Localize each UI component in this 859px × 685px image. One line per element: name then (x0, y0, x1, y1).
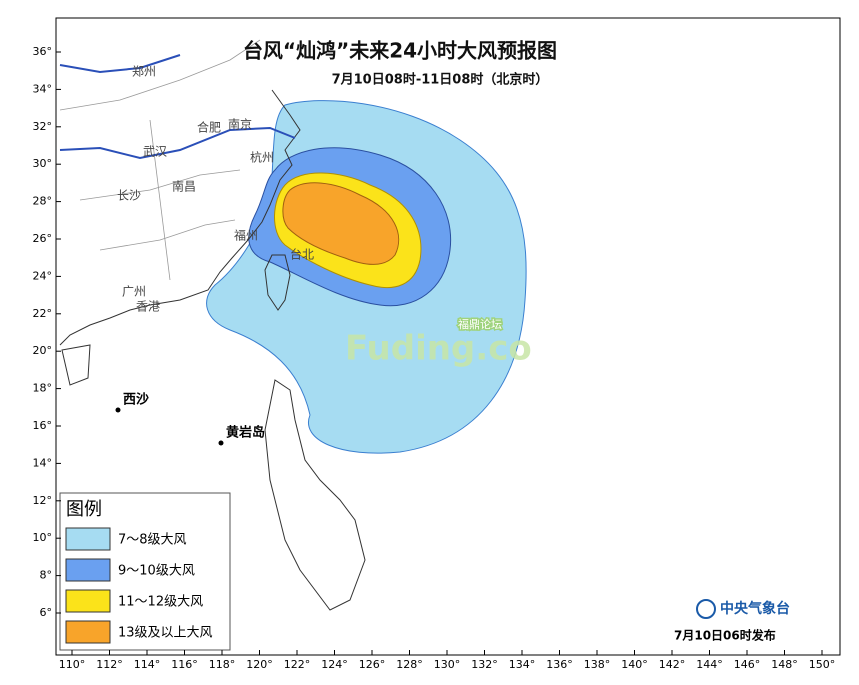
legend-swatch (65, 527, 111, 551)
lon-tick-label: 138° (584, 658, 611, 671)
lon-tick-label: 128° (396, 658, 423, 671)
legend-swatch (65, 620, 111, 644)
lat-tick-label: 20° (33, 344, 53, 357)
legend-label: 11～12级大风 (118, 595, 203, 610)
place-label: 西沙 (123, 393, 149, 408)
lon-tick-label: 134° (509, 658, 536, 671)
lat-tick-label: 28° (33, 195, 53, 208)
lat-tick-label: 6° (40, 606, 53, 619)
place-label: 广州 (122, 285, 146, 299)
lon-tick-label: 114° (134, 658, 161, 671)
lat-tick-label: 32° (33, 120, 53, 133)
place-dot (218, 440, 224, 446)
lat-tick-label: 16° (33, 419, 53, 432)
place-label: 南昌 (172, 179, 196, 194)
lat-tick-label: 14° (33, 456, 53, 469)
lon-tick-label: 112° (96, 658, 123, 671)
lon-tick-label: 132° (471, 658, 498, 671)
title: 台风“灿鸿”未来24小时大风预报图 (243, 39, 557, 63)
legend-label: 13级及以上大风 (118, 626, 213, 641)
legend-swatch (65, 589, 111, 613)
place-label: 武汉 (143, 145, 167, 159)
lon-tick-label: 116° (171, 658, 198, 671)
lat-tick-label: 36° (33, 45, 53, 58)
watermark-site: Fuding.co (345, 329, 532, 369)
place-label: 长沙 (117, 189, 141, 203)
lat-tick-label: 10° (33, 531, 53, 544)
place-dot (115, 407, 121, 413)
lon-tick-label: 144° (696, 658, 723, 671)
lat-tick-label: 12° (33, 494, 53, 507)
legend-swatch (65, 558, 111, 582)
legend-title: 图例 (66, 499, 102, 520)
place-label: 南京 (228, 117, 252, 132)
legend-label: 9～10级大风 (118, 564, 195, 579)
lon-tick-label: 126° (359, 658, 386, 671)
lon-tick-label: 136° (546, 658, 573, 671)
lon-tick-label: 122° (284, 658, 311, 671)
river (59, 54, 296, 160)
watermark-brand: 福鼎论坛 (458, 317, 502, 331)
lat-tick-label: 18° (33, 382, 53, 395)
lon-tick-label: 120° (246, 658, 273, 671)
legend-label: 7～8级大风 (118, 533, 187, 548)
lon-tick-label: 124° (321, 658, 348, 671)
lat-tick-label: 24° (33, 269, 53, 282)
place-label: 合肥 (197, 120, 221, 135)
lon-tick-label: 146° (734, 658, 761, 671)
lat-tick-label: 30° (33, 157, 53, 170)
subtitle: 7月10日08时-11日08时（北京时） (332, 72, 549, 88)
lon-tick-label: 148° (771, 658, 798, 671)
lon-tick-label: 118° (209, 658, 236, 671)
lon-tick-label: 130° (434, 658, 461, 671)
lat-tick-label: 8° (40, 569, 53, 582)
coastline (59, 89, 366, 611)
place-label: 杭州 (250, 150, 274, 165)
place-label: 台北 (290, 247, 314, 262)
lat-tick-label: 22° (33, 307, 53, 320)
lon-tick-label: 110° (59, 658, 86, 671)
place-label: 香港 (136, 300, 160, 314)
province-border (59, 39, 261, 281)
agency-logo (696, 599, 716, 619)
place-label: 福州 (234, 228, 258, 243)
lat-tick-label: 34° (33, 82, 53, 95)
issued: 7月10日06时发布 (674, 628, 776, 643)
lat-tick-label: 26° (33, 232, 53, 245)
lon-tick-label: 140° (621, 658, 648, 671)
wind-zone (282, 182, 400, 265)
lon-tick-label: 150° (809, 658, 836, 671)
lon-tick-label: 142° (659, 658, 686, 671)
place-label: 黄岩岛 (226, 425, 265, 441)
agency: 中央气象台 (720, 600, 790, 617)
place-label: 郑州 (132, 64, 156, 79)
